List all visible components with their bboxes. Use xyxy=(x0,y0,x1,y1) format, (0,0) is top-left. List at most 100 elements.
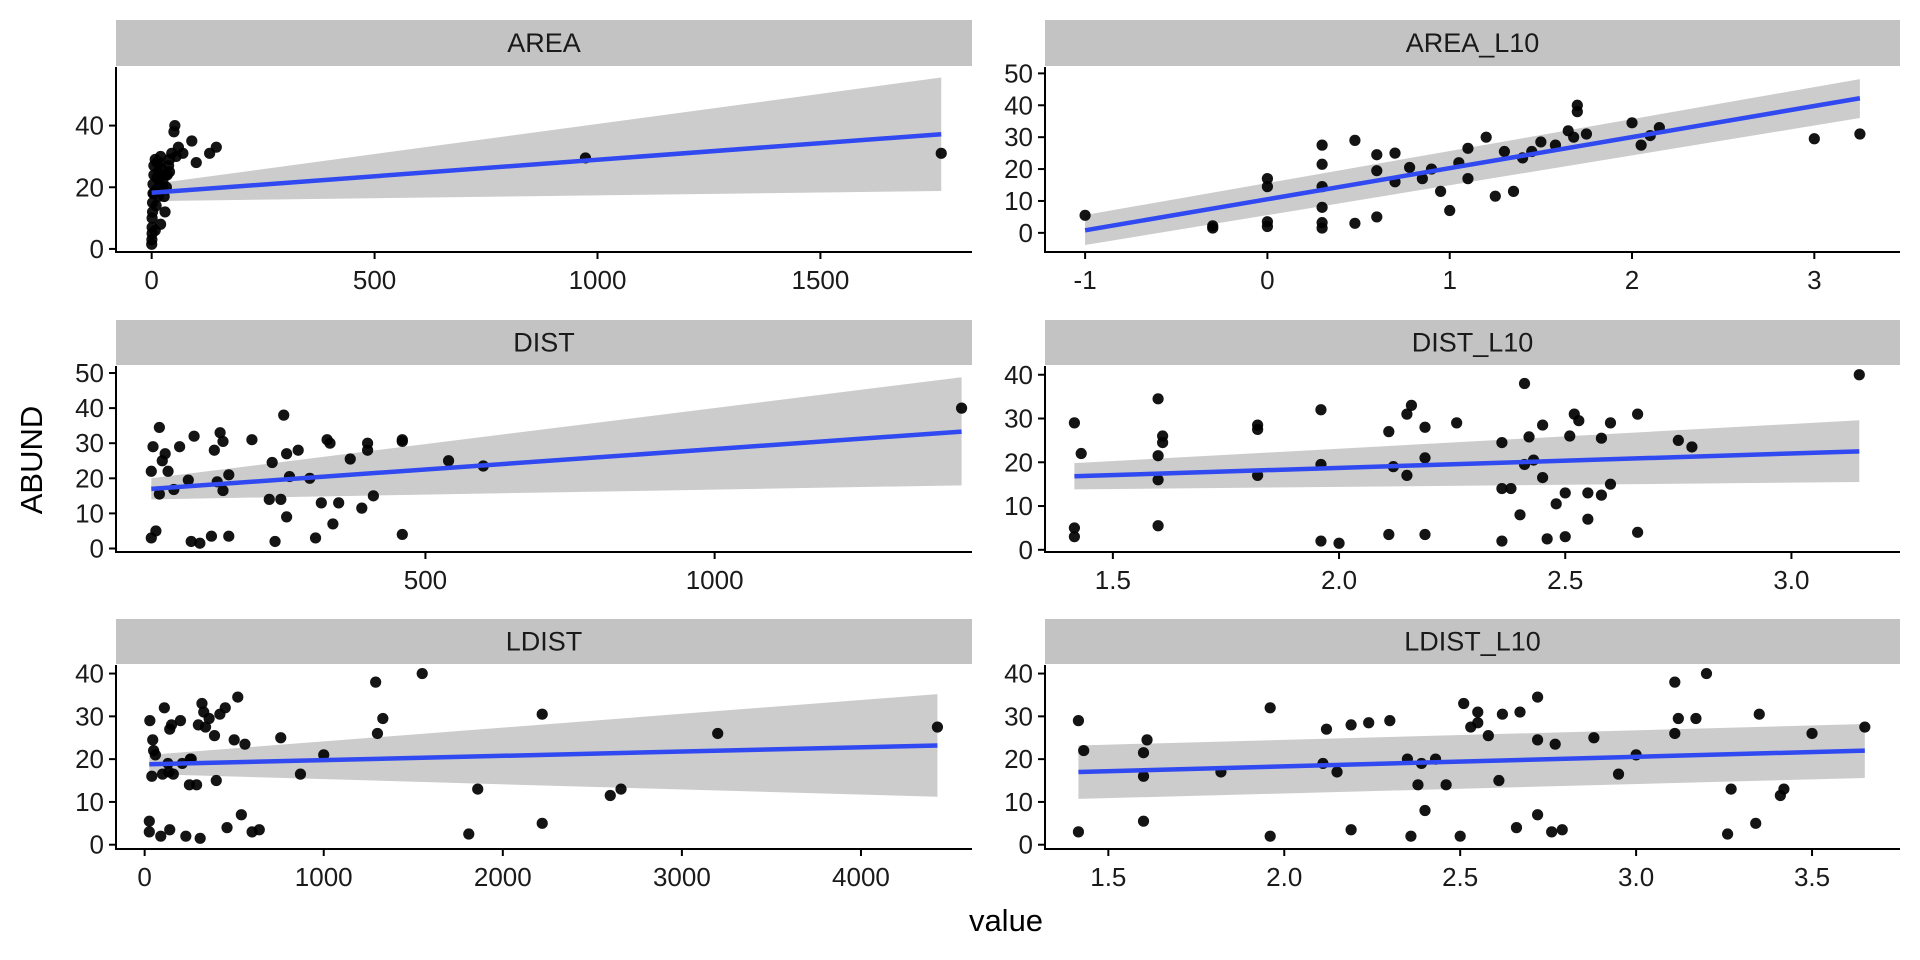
data-point xyxy=(1514,509,1526,521)
data-point xyxy=(361,437,374,449)
y-tick-label: 10 xyxy=(75,787,104,817)
data-point xyxy=(396,528,408,541)
data-point xyxy=(536,817,548,829)
data-point xyxy=(146,770,158,782)
facet-strip xyxy=(116,320,972,365)
data-point xyxy=(1316,139,1328,151)
data-point xyxy=(1537,419,1549,431)
data-point xyxy=(1482,730,1494,742)
data-point xyxy=(1496,535,1508,547)
data-point xyxy=(931,721,944,733)
data-point xyxy=(190,779,203,791)
data-point xyxy=(1458,697,1470,710)
data-point xyxy=(1550,498,1562,510)
data-point xyxy=(1531,809,1544,821)
data-point xyxy=(1505,482,1517,495)
data-point xyxy=(1632,408,1644,420)
data-point xyxy=(1068,531,1081,543)
data-point xyxy=(144,715,156,727)
data-point xyxy=(149,749,161,761)
data-point xyxy=(1531,734,1544,746)
data-point xyxy=(1345,719,1357,731)
data-point xyxy=(1152,474,1164,486)
data-point xyxy=(1440,779,1452,791)
x-tick-label: 2.0 xyxy=(1321,565,1357,595)
facet-strip-label: DIST xyxy=(513,328,575,358)
x-tick-label: 3.5 xyxy=(1794,862,1830,892)
data-point xyxy=(165,719,178,731)
data-point xyxy=(1541,533,1553,545)
data-point xyxy=(1261,216,1274,228)
data-point xyxy=(208,730,221,742)
data-point xyxy=(1672,712,1684,725)
x-tick-label: 1 xyxy=(1442,265,1456,295)
data-point xyxy=(1686,441,1698,453)
y-tick-label: 30 xyxy=(1004,122,1033,152)
data-point xyxy=(1854,128,1866,140)
data-point xyxy=(1721,828,1734,840)
y-axis-title: ABUND xyxy=(14,406,49,515)
x-tick-label: 2 xyxy=(1625,265,1639,295)
y-tick-label: 0 xyxy=(90,533,104,563)
data-point xyxy=(1472,706,1484,718)
x-tick-label: 500 xyxy=(404,565,447,595)
data-point xyxy=(1333,537,1345,549)
y-tick-label: 20 xyxy=(75,463,104,493)
x-tick-label: -1 xyxy=(1074,265,1097,295)
data-point xyxy=(1700,667,1713,680)
data-point xyxy=(1419,452,1431,464)
data-point xyxy=(1404,161,1416,174)
data-point xyxy=(1669,676,1681,688)
data-point xyxy=(1725,783,1737,795)
data-point xyxy=(147,734,159,746)
data-point xyxy=(1549,738,1561,750)
y-tick-label: 20 xyxy=(75,744,104,774)
y-tick-label: 40 xyxy=(75,111,104,141)
data-point xyxy=(955,402,968,414)
data-point xyxy=(253,824,265,836)
data-point xyxy=(1316,217,1328,229)
data-point xyxy=(1582,513,1594,525)
x-tick-label: 3.0 xyxy=(1618,862,1654,892)
y-tick-label: 20 xyxy=(1004,154,1033,184)
y-tick-label: 20 xyxy=(1004,447,1033,477)
y-tick-label: 30 xyxy=(1004,404,1033,434)
data-point xyxy=(472,783,484,795)
data-point xyxy=(1072,826,1085,838)
data-point xyxy=(185,535,197,548)
facet-strip-label: LDIST xyxy=(506,627,583,657)
data-point xyxy=(1261,173,1274,185)
data-point xyxy=(1141,734,1153,746)
y-tick-label: 40 xyxy=(75,393,104,423)
data-point xyxy=(174,441,186,453)
data-point xyxy=(159,206,171,218)
data-point xyxy=(1595,432,1608,444)
data-point xyxy=(396,434,408,446)
facet-strip xyxy=(116,619,972,664)
data-point xyxy=(1419,421,1431,433)
data-point xyxy=(194,537,206,549)
y-tick-label: 10 xyxy=(75,498,104,528)
data-point xyxy=(333,497,345,509)
data-point xyxy=(1444,204,1456,217)
data-point xyxy=(536,708,548,720)
data-point xyxy=(1604,478,1617,490)
x-tick-label: 2.5 xyxy=(1442,862,1478,892)
x-tick-label: 3000 xyxy=(653,862,711,892)
y-tick-label: 10 xyxy=(1004,491,1033,521)
data-point xyxy=(228,734,240,746)
data-point xyxy=(318,749,330,761)
data-point xyxy=(1559,531,1571,543)
regression-line xyxy=(151,131,942,196)
data-point xyxy=(1419,804,1431,817)
data-point xyxy=(604,789,616,802)
data-point xyxy=(1316,158,1328,170)
data-point xyxy=(1078,744,1090,757)
data-point xyxy=(167,768,179,780)
data-point xyxy=(1454,830,1466,842)
data-point xyxy=(199,721,212,733)
data-point xyxy=(1496,436,1508,449)
data-point xyxy=(712,727,724,740)
data-point xyxy=(1472,717,1484,729)
data-point xyxy=(1510,822,1523,834)
